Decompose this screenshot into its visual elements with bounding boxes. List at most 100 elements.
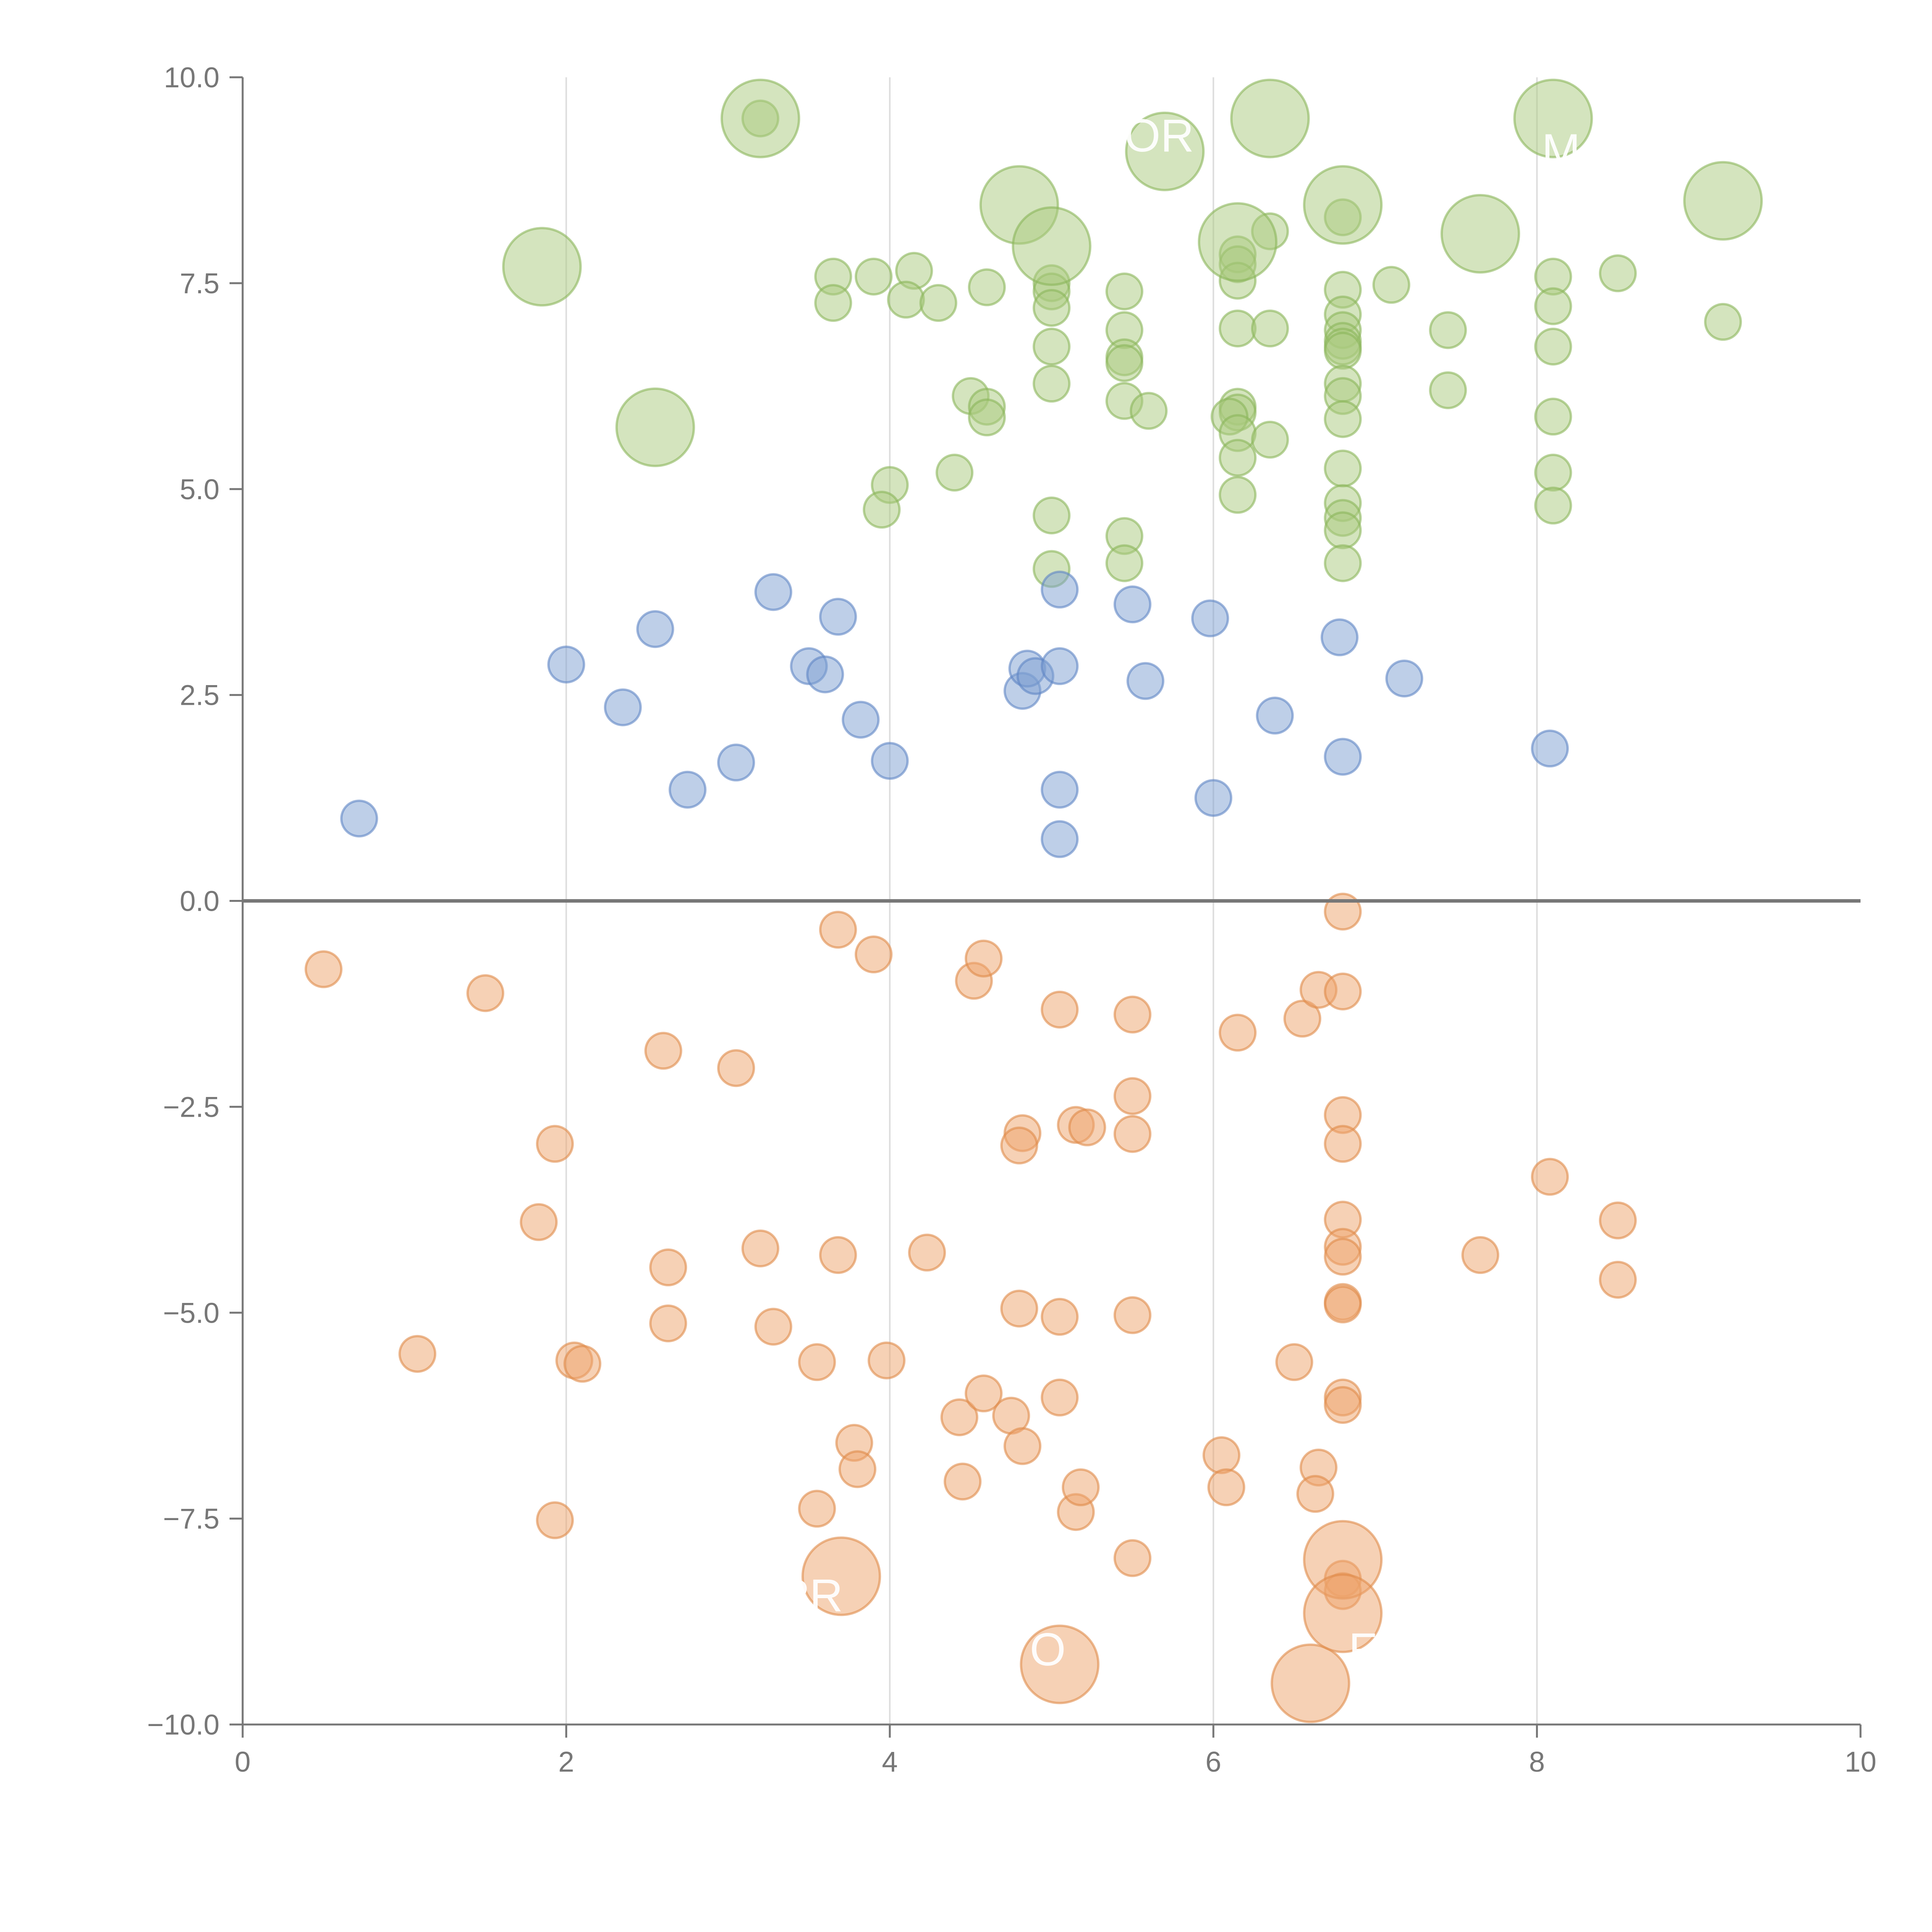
y-tick-label: −7.5 [163,1503,219,1535]
data-point-orange [1003,1427,1042,1465]
data-point-green [1105,344,1143,382]
data-point-green [862,491,901,529]
x-tick-label: 6 [1206,1746,1221,1778]
x-tick-label: 4 [882,1746,898,1778]
data-point-blue [1041,820,1079,858]
data-point-green [1251,310,1289,348]
data-point-green [1534,454,1572,492]
data-point-green [968,398,1006,437]
y-tick-label: 7.5 [180,267,219,299]
data-point-blue [1191,599,1229,638]
data-point-green [1032,364,1071,403]
y-tick-label: −10.0 [147,1709,219,1741]
data-point-green [1534,287,1572,325]
data-point-green [1534,486,1572,525]
data-point-orange [1324,893,1362,931]
data-point-orange [819,911,857,949]
data-point-green [502,227,582,307]
data-point-blue [754,573,793,611]
data-point-orange [854,935,893,974]
data-point-orange [964,939,1003,978]
data-point-green [919,284,957,322]
data-point-orange [563,1345,602,1383]
data-point-green [1534,398,1572,436]
data-point-green [1324,511,1362,549]
data-point-orange [754,1308,793,1346]
data-point-orange [964,1374,1003,1413]
data-point-green [1230,78,1310,158]
data-point-blue [1385,659,1423,697]
data-point-green [1198,202,1278,282]
data-point-orange [1275,1343,1313,1381]
y-tick-label: −2.5 [163,1091,219,1123]
data-point-green [1704,303,1742,341]
data-point-orange [1324,1285,1362,1323]
data-point-green [1105,544,1143,582]
data-point-orange [741,1229,779,1267]
data-point-blue [1256,696,1294,735]
data-point-green [1324,449,1362,488]
data-point-orange [1324,1386,1362,1424]
data-point-orange [1324,1125,1362,1163]
points-layer [304,78,1763,1723]
y-tick-label: −5.0 [163,1297,219,1329]
data-point-orange [1207,1468,1245,1507]
data-point-orange [798,1343,836,1381]
data-point-green [1683,161,1763,241]
data-point-green [1219,439,1257,477]
data-point-orange [1303,1573,1383,1653]
data-point-blue [819,598,857,636]
data-point-orange [398,1335,437,1373]
data-point-green [1429,311,1467,349]
data-point-orange [1531,1158,1569,1196]
data-point-orange [1041,1298,1079,1336]
data-point-orange [1219,1014,1257,1052]
data-point-green [1219,476,1257,514]
data-point-green [1032,289,1071,327]
data-point-orange [1324,972,1362,1010]
data-point-green [1032,496,1071,534]
data-point-blue [842,701,880,739]
data-point-green [1303,165,1383,245]
data-point-blue [1041,647,1079,685]
data-point-orange [838,1450,877,1488]
data-point-green [1599,254,1637,293]
data-point-orange [1461,1236,1500,1274]
data-point-orange [1270,1643,1350,1723]
data-point-green [814,284,852,322]
data-point-orange [1324,1238,1362,1276]
data-point-green [1513,78,1593,158]
data-point-blue [717,743,755,782]
data-point-green [887,281,925,319]
data-point-green [1251,420,1289,459]
data-point-orange [1020,1624,1100,1704]
data-point-orange [520,1203,558,1241]
data-point-green [720,78,800,158]
x-tick-label: 0 [235,1746,250,1778]
data-point-orange [717,1049,755,1087]
data-point-blue [1041,570,1079,609]
data-point-orange [649,1304,687,1342]
data-point-green [1032,328,1071,366]
data-point-orange [798,1490,836,1528]
x-tick-label: 2 [558,1746,574,1778]
y-tick-label: 2.5 [180,679,219,711]
data-point-blue [636,610,674,648]
data-point-blue [1531,730,1569,768]
data-point-orange [536,1501,574,1539]
data-point-orange [1041,990,1079,1029]
data-point-orange [1599,1201,1637,1240]
data-point-orange [1113,1539,1151,1577]
data-point-orange [940,1398,978,1436]
data-point-orange [1296,1475,1334,1513]
data-point-orange [944,1463,982,1501]
data-point-green [1129,392,1168,430]
data-point-green [968,268,1006,306]
data-point-orange [1068,1108,1106,1146]
data-point-blue [340,799,378,838]
data-point-orange [1113,1115,1151,1153]
data-point-green [935,454,974,492]
data-point-orange [801,1536,881,1616]
